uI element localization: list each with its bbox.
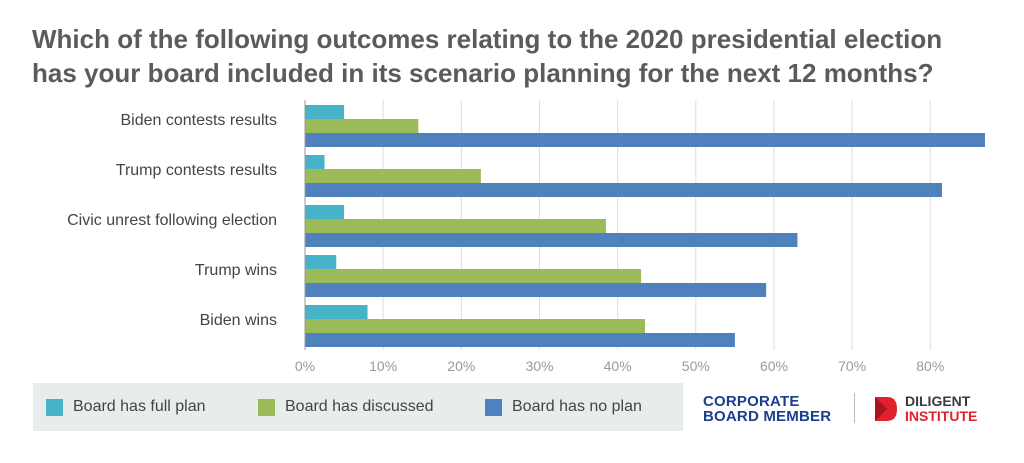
x-tick-label: 30%: [525, 358, 553, 374]
diligent-logo-line-2: INSTITUTE: [905, 408, 978, 424]
x-tick-label: 60%: [760, 358, 788, 374]
bar-discussed: [305, 269, 642, 283]
cbm-logo-line-1: CORPORATE: [703, 393, 800, 410]
chart-title-line-2: has your board included in its scenario …: [32, 58, 934, 88]
chart-title-line-1: Which of the following outcomes relating…: [32, 24, 943, 54]
category-label: Biden contests results: [120, 112, 277, 129]
legend-item-no-plan: Board has no plan: [485, 398, 642, 416]
bar-discussed: [305, 219, 606, 233]
legend: Board has full plan Board has discussed …: [33, 383, 683, 431]
bar-no-plan: [305, 133, 985, 147]
x-tick-label: 0%: [295, 358, 315, 374]
bar-no-plan: [305, 283, 767, 297]
x-tick-label: 40%: [604, 358, 632, 374]
x-tick-label: 50%: [682, 358, 710, 374]
bar-discussed: [305, 119, 419, 133]
diligent-institute-logo: DILIGENT INSTITUTE: [873, 394, 977, 424]
category-label: Trump contests results: [116, 162, 277, 179]
bar-layer: [305, 105, 985, 347]
chart-title: Which of the following outcomes relating…: [32, 22, 1002, 90]
legend-label-discussed: Board has discussed: [285, 398, 434, 415]
x-axis-ticks: 0% 10% 20% 30% 40% 50% 60% 70% 80%: [295, 358, 944, 374]
legend-item-full-plan: Board has full plan: [46, 398, 206, 416]
bar-discussed: [305, 169, 481, 183]
diligent-mark-icon: [875, 397, 897, 421]
x-tick-label: 20%: [447, 358, 475, 374]
logo-divider: [854, 393, 855, 423]
bar-full-plan: [305, 305, 368, 319]
diligent-logo-line-1: DILIGENT: [905, 393, 971, 409]
bar-full-plan: [305, 155, 325, 169]
category-label: Trump wins: [195, 262, 277, 279]
bar-discussed: [305, 319, 645, 333]
category-label: Civic unrest following election: [67, 212, 277, 229]
bar-full-plan: [305, 105, 345, 119]
bar-no-plan: [305, 333, 735, 347]
legend-item-discussed: Board has discussed: [258, 398, 434, 416]
legend-swatch-full-plan: [46, 398, 63, 416]
legend-label-no-plan: Board has no plan: [512, 398, 642, 415]
cbm-logo-line-2: BOARD MEMBER: [703, 408, 832, 425]
category-label: Biden wins: [200, 312, 277, 329]
legend-swatch-no-plan: [485, 398, 502, 416]
corporate-board-member-logo: CORPORATE BOARD MEMBER: [703, 394, 831, 424]
bar-full-plan: [305, 255, 337, 269]
bar-full-plan: [305, 205, 345, 219]
legend-swatch-discussed: [258, 398, 275, 416]
bar-no-plan: [305, 183, 943, 197]
bar-no-plan: [305, 233, 798, 247]
category-labels: Biden contests results Trump contests res…: [67, 112, 277, 329]
x-tick-label: 10%: [369, 358, 397, 374]
x-tick-label: 80%: [916, 358, 944, 374]
bar-chart: Biden contests results Trump contests res…: [67, 100, 985, 374]
legend-label-full-plan: Board has full plan: [73, 398, 206, 415]
diligent-logo-text: DILIGENT INSTITUTE: [905, 394, 977, 424]
x-tick-label: 70%: [838, 358, 866, 374]
